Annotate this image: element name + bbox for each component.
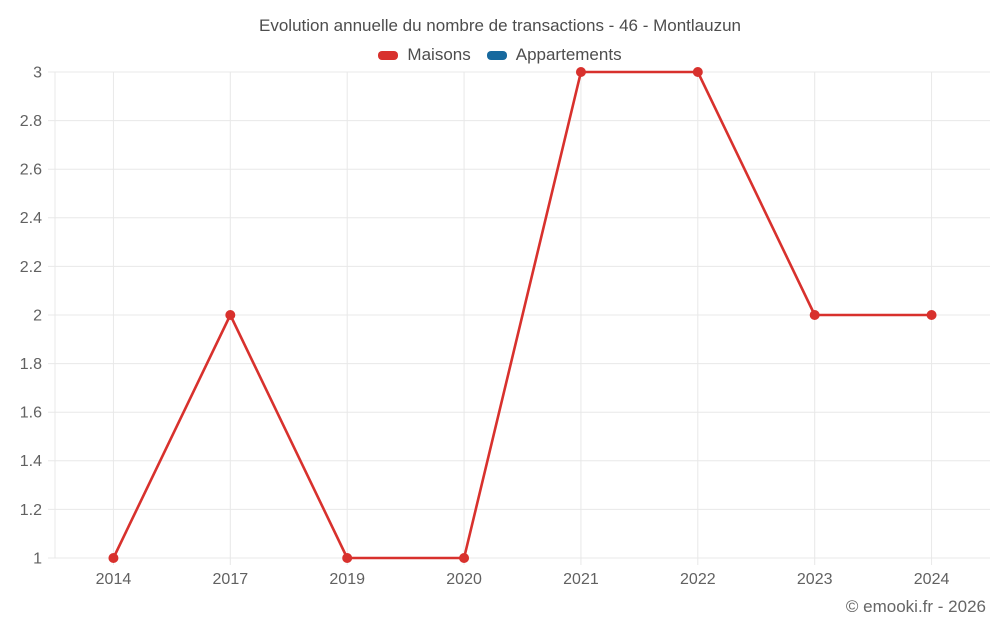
y-axis-tick-label: 1.8 [20,356,42,373]
y-axis-tick-label: 2 [33,307,42,324]
y-axis-tick-label: 1.4 [20,453,42,470]
y-axis-tick-label: 2.4 [20,210,42,227]
legend-label-appartements: Appartements [515,45,622,64]
y-axis-tick-label: 2.8 [20,113,42,130]
appartements-series-swatch-icon [486,50,507,60]
y-axis-tick-label: 2.6 [20,162,42,179]
y-axis-tick-label: 1.2 [20,502,42,519]
y-axis-tick-label: 3 [33,64,42,81]
data-point-maisons-2021[interactable] [575,67,586,77]
x-axis-tick-label: 2024 [914,571,950,588]
x-axis-tick-label: 2019 [329,571,365,588]
data-point-maisons-2020[interactable] [459,553,470,563]
data-point-maisons-2017[interactable] [225,310,236,320]
maisons-series-swatch-icon [378,50,399,60]
x-axis-tick-label: 2021 [563,571,599,588]
data-point-maisons-2022[interactable] [692,67,703,77]
y-axis-tick-label: 1.6 [20,405,42,422]
y-axis-tick-label: 2.2 [20,259,42,276]
series-line-maisons [112,70,933,560]
legend-item-appartements[interactable]: Appartements [486,45,622,65]
legend-item-maisons[interactable]: Maisons [378,45,471,65]
chart-title: Evolution annuelle du nombre de transact… [259,16,741,35]
copyright: © emooki.fr - 2026 [845,597,986,616]
data-point-maisons-2023[interactable] [809,310,820,320]
legend-label-maisons: Maisons [407,45,471,64]
x-axis-tick-label: 2022 [680,571,716,588]
legend: Maisons Appartements [0,45,1000,65]
y-axis-tick-label: 1 [33,550,42,567]
x-axis-tick-label: 2020 [446,571,482,588]
x-axis-tick-label: 2017 [213,571,249,588]
data-point-maisons-2019[interactable] [342,553,353,563]
data-point-maisons-2024[interactable] [926,310,937,320]
data-point-maisons-2014[interactable] [108,553,119,563]
x-axis-tick-label: 2023 [797,571,833,588]
x-axis-tick-label: 2014 [96,571,132,588]
